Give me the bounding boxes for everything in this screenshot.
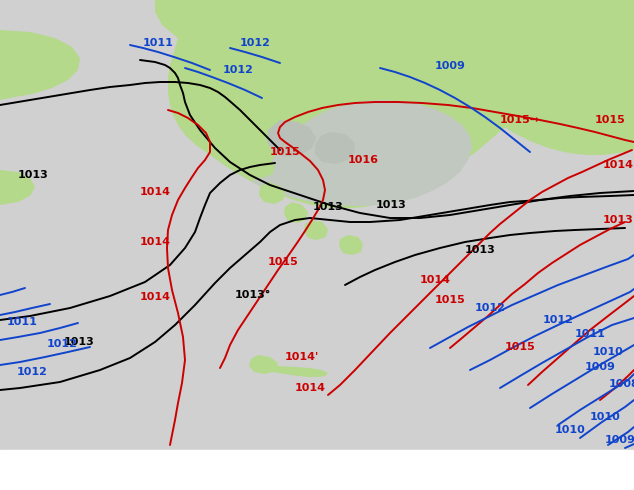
Text: 1011: 1011 [6,317,37,327]
Text: 1013: 1013 [465,245,495,255]
Text: 1015: 1015 [435,295,465,305]
Polygon shape [155,0,634,208]
Text: 1012: 1012 [543,315,573,325]
Text: 1012: 1012 [46,339,77,349]
Text: 1011: 1011 [143,38,174,48]
Text: 1013: 1013 [375,200,406,210]
Polygon shape [339,235,363,255]
Polygon shape [228,140,258,164]
Text: 1014: 1014 [139,237,171,247]
Text: 1012: 1012 [16,367,48,377]
Polygon shape [252,100,472,206]
Text: 1010: 1010 [555,425,585,435]
Polygon shape [246,155,275,178]
Text: 1011: 1011 [574,329,605,339]
Polygon shape [284,202,308,223]
Text: 1009: 1009 [434,61,465,71]
Text: 1009: 1009 [585,362,616,372]
Text: 1013°: 1013° [235,290,271,300]
Text: 1009: 1009 [605,435,634,445]
Text: 1015: 1015 [268,257,299,267]
Polygon shape [592,40,620,64]
Text: 1014: 1014 [602,160,633,170]
Text: 1014': 1014' [285,352,319,362]
Polygon shape [218,120,248,144]
Text: 1014: 1014 [139,187,171,197]
Text: 1015: 1015 [505,342,535,352]
Polygon shape [315,132,355,164]
Polygon shape [444,0,634,155]
Text: 1012: 1012 [223,65,254,75]
Polygon shape [252,366,328,377]
Text: 1013: 1013 [18,170,48,180]
Text: 1014: 1014 [139,292,171,302]
Text: 1015→: 1015→ [500,115,540,125]
Text: 1016: 1016 [347,155,378,165]
Polygon shape [249,355,278,374]
Text: 1010: 1010 [593,347,623,357]
Polygon shape [0,30,80,100]
Text: 1015: 1015 [269,147,301,157]
Polygon shape [267,120,316,157]
Text: Th 02-05-2024 00:00 UTC (12+12): Th 02-05-2024 00:00 UTC (12+12) [413,458,630,470]
Text: 1008: 1008 [609,379,634,389]
Text: 1012: 1012 [240,38,271,48]
Text: ©weatheronline.co.uk: ©weatheronline.co.uk [506,475,630,485]
Text: 1010: 1010 [590,412,621,422]
Text: 1014: 1014 [420,275,451,285]
Text: 1013: 1013 [313,202,344,212]
Text: 1013: 1013 [603,215,633,225]
Text: Surface pressure [hPa] UK-Global: Surface pressure [hPa] UK-Global [4,458,212,470]
Text: 1015: 1015 [595,115,625,125]
Text: 1012: 1012 [475,303,505,313]
Text: 1013: 1013 [63,337,94,347]
Polygon shape [259,182,285,204]
Polygon shape [0,170,35,205]
Text: 1014: 1014 [295,383,325,393]
Polygon shape [304,220,328,240]
